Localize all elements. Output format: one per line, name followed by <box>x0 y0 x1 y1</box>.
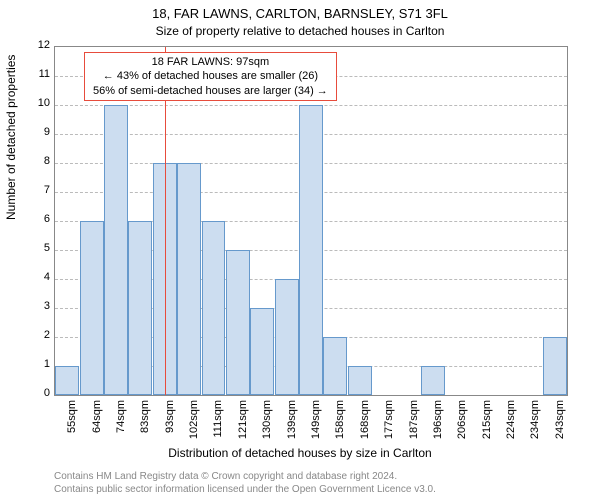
histogram-bar <box>543 337 567 395</box>
y-tick-label: 9 <box>30 126 50 138</box>
histogram-bar <box>275 279 299 395</box>
x-tick-label: 139sqm <box>286 400 298 448</box>
histogram-bar <box>421 366 445 395</box>
chart-title-main: 18, FAR LAWNS, CARLTON, BARNSLEY, S71 3F… <box>0 6 600 21</box>
x-tick-label: 215sqm <box>481 400 493 448</box>
y-tick-label: 8 <box>30 155 50 167</box>
histogram-bar <box>299 105 323 395</box>
y-tick-label: 6 <box>30 213 50 225</box>
chart-container: 18, FAR LAWNS, CARLTON, BARNSLEY, S71 3F… <box>0 0 600 500</box>
x-tick-label: 158sqm <box>334 400 346 448</box>
y-tick-label: 12 <box>30 39 50 51</box>
annotation-line-1: 18 FAR LAWNS: 97sqm <box>93 55 328 69</box>
x-tick-label: 121sqm <box>237 400 249 448</box>
footer-line-2: Contains public sector information licen… <box>54 483 436 496</box>
x-tick-label: 196sqm <box>432 400 444 448</box>
y-tick-label: 7 <box>30 184 50 196</box>
annotation-line-3: 56% of semi-detached houses are larger (… <box>93 84 328 98</box>
histogram-bar <box>226 250 250 395</box>
histogram-bar <box>348 366 372 395</box>
y-tick-label: 11 <box>30 68 50 80</box>
footer-line-1: Contains HM Land Registry data © Crown c… <box>54 470 436 483</box>
x-tick-label: 93sqm <box>164 400 176 448</box>
chart-title-sub: Size of property relative to detached ho… <box>0 24 600 38</box>
x-tick-label: 243sqm <box>554 400 566 448</box>
x-tick-label: 168sqm <box>359 400 371 448</box>
x-tick-label: 111sqm <box>212 400 224 448</box>
x-tick-label: 130sqm <box>261 400 273 448</box>
x-tick-label: 206sqm <box>456 400 468 448</box>
histogram-bar <box>80 221 104 395</box>
x-tick-label: 177sqm <box>383 400 395 448</box>
annotation-box: 18 FAR LAWNS: 97sqm ← 43% of detached ho… <box>84 52 337 101</box>
footer-text: Contains HM Land Registry data © Crown c… <box>54 470 436 496</box>
x-tick-label: 74sqm <box>115 400 127 448</box>
histogram-bar <box>250 308 274 395</box>
y-tick-label: 10 <box>30 97 50 109</box>
y-axis-label: Number of detached properties <box>4 55 18 220</box>
x-tick-label: 224sqm <box>505 400 517 448</box>
y-tick-label: 2 <box>30 329 50 341</box>
x-tick-label: 102sqm <box>188 400 200 448</box>
y-tick-label: 5 <box>30 242 50 254</box>
annotation-line-2: ← 43% of detached houses are smaller (26… <box>93 69 328 83</box>
y-tick-label: 4 <box>30 271 50 283</box>
y-tick-label: 0 <box>30 387 50 399</box>
x-tick-label: 187sqm <box>408 400 420 448</box>
y-tick-label: 1 <box>30 358 50 370</box>
x-tick-label: 234sqm <box>529 400 541 448</box>
x-tick-label: 64sqm <box>91 400 103 448</box>
x-tick-label: 149sqm <box>310 400 322 448</box>
histogram-bar <box>55 366 79 395</box>
histogram-bar <box>177 163 201 395</box>
histogram-bar <box>128 221 152 395</box>
x-tick-label: 83sqm <box>139 400 151 448</box>
y-tick-label: 3 <box>30 300 50 312</box>
x-tick-label: 55sqm <box>66 400 78 448</box>
histogram-bar <box>323 337 347 395</box>
x-axis-label: Distribution of detached houses by size … <box>0 446 600 460</box>
histogram-bar <box>202 221 226 395</box>
histogram-bar <box>104 105 128 395</box>
